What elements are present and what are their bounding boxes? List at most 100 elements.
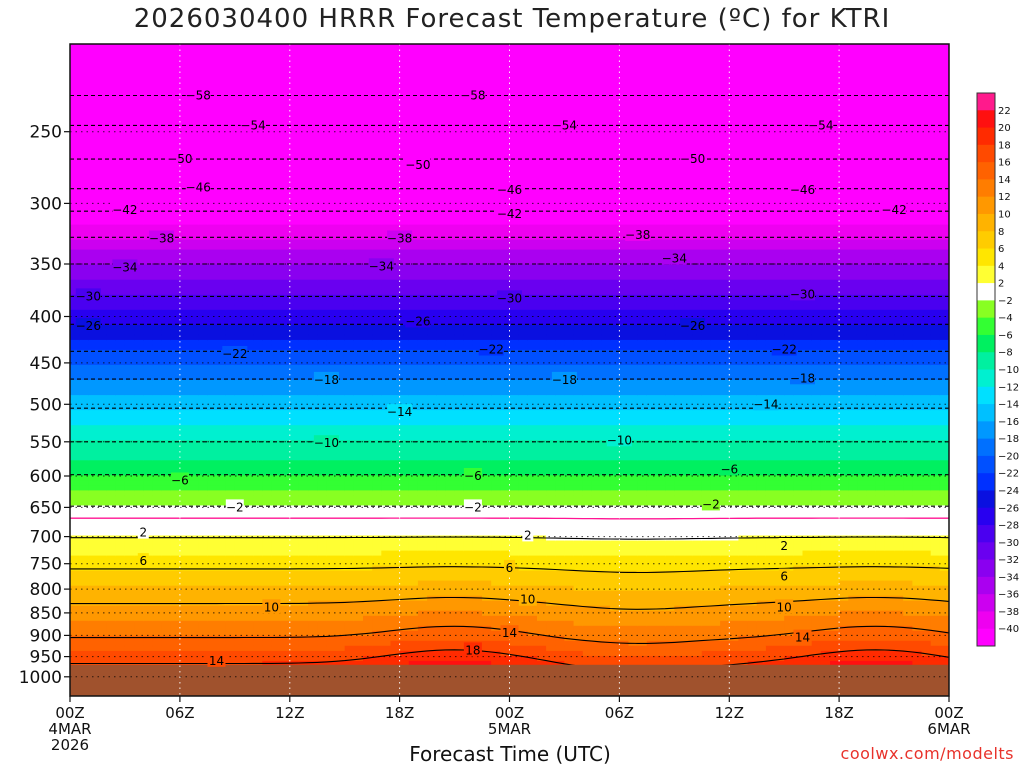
heatmap-cell [106, 575, 117, 582]
heatmap-cell [317, 420, 328, 426]
heatmap-cell [115, 229, 126, 236]
heatmap-cell [198, 475, 209, 482]
heatmap-cell [189, 329, 199, 336]
heatmap-cell [399, 390, 410, 396]
heatmap-cell [106, 420, 117, 426]
heatmap-cell [271, 535, 282, 542]
heatmap-cell [390, 500, 401, 507]
heatmap-cell [317, 304, 328, 311]
heatmap-cell [225, 219, 236, 226]
heatmap-cell [298, 425, 309, 431]
heatmap-cell [134, 349, 145, 356]
heatmap-cell [106, 229, 117, 236]
heatmap-cell [308, 550, 319, 557]
heatmap-cell [170, 570, 181, 577]
heatmap-cell [152, 139, 163, 146]
heatmap-cell [143, 144, 154, 151]
heatmap-cell [225, 430, 236, 436]
heatmap-cell [298, 149, 309, 156]
heatmap-cell [335, 284, 346, 291]
heatmap-cell [253, 344, 264, 351]
heatmap-cell [308, 605, 319, 612]
heatmap-cell [143, 355, 154, 361]
heatmap-cell [344, 274, 355, 281]
heatmap-cell [372, 309, 383, 316]
heatmap-cell [70, 500, 80, 507]
heatmap-cell [271, 375, 282, 381]
heatmap-cell [216, 585, 227, 592]
heatmap-cell [115, 329, 126, 336]
heatmap-cell [353, 324, 364, 331]
heatmap-cell [143, 480, 154, 487]
heatmap-cell [189, 485, 199, 492]
heatmap-cell [335, 344, 346, 351]
heatmap-cell [326, 179, 337, 186]
heatmap-cell [88, 580, 99, 587]
heatmap-cell [298, 500, 309, 507]
heatmap-cell [207, 69, 218, 75]
heatmap-cell [244, 465, 254, 472]
heatmap-cell [134, 304, 145, 311]
heatmap-cell [344, 59, 355, 65]
heatmap-cell [106, 530, 117, 537]
heatmap-cell [234, 239, 245, 246]
heatmap-cell [216, 274, 227, 281]
heatmap-cell [390, 550, 401, 557]
heatmap-cell [344, 344, 355, 351]
heatmap-cell [262, 294, 273, 301]
heatmap-cell [170, 455, 181, 462]
heatmap-cell [70, 234, 80, 241]
heatmap-cell [417, 289, 428, 296]
heatmap-cell [399, 199, 410, 206]
heatmap-cell [335, 214, 346, 221]
heatmap-cell [225, 84, 236, 90]
heatmap-cell [344, 304, 355, 311]
heatmap-cell [134, 339, 145, 346]
heatmap-cell [289, 380, 300, 386]
heatmap-cell [372, 94, 383, 100]
heatmap-cell [189, 520, 199, 527]
heatmap-cell [115, 184, 126, 191]
heatmap-cell [216, 455, 227, 462]
heatmap-cell [70, 445, 80, 451]
heatmap-cell [262, 390, 273, 396]
heatmap-cell [207, 244, 218, 251]
heatmap-cell [253, 294, 264, 301]
heatmap-cell [253, 640, 264, 647]
heatmap-cell [344, 455, 355, 462]
heatmap-cell [390, 149, 401, 156]
heatmap-cell [408, 520, 419, 527]
heatmap-cell [170, 395, 181, 401]
heatmap-cell [179, 134, 190, 141]
heatmap-cell [152, 274, 163, 281]
heatmap-cell [179, 284, 190, 291]
heatmap-cell [271, 269, 282, 276]
heatmap-cell [335, 204, 346, 211]
heatmap-cell [134, 254, 145, 261]
heatmap-cell [326, 324, 337, 331]
heatmap-cell [344, 209, 355, 216]
heatmap-cell [280, 139, 291, 146]
heatmap-cell [179, 375, 190, 381]
heatmap-cell [198, 284, 209, 291]
heatmap-cell [225, 520, 236, 527]
heatmap-cell [170, 299, 181, 306]
heatmap-cell [225, 149, 236, 156]
heatmap-cell [289, 299, 300, 306]
heatmap-cell [289, 204, 300, 211]
heatmap-cell [79, 480, 90, 487]
heatmap-cell [280, 204, 291, 211]
heatmap-cell [106, 510, 117, 517]
heatmap-cell [189, 264, 199, 271]
heatmap-cell [253, 525, 264, 532]
heatmap-cell [207, 259, 218, 266]
heatmap-cell [253, 329, 264, 336]
heatmap-cell [88, 269, 99, 276]
heatmap-cell [134, 595, 145, 602]
heatmap-cell [244, 590, 254, 597]
heatmap-cell [298, 480, 309, 487]
heatmap-cell [353, 535, 364, 542]
heatmap-cell [244, 329, 254, 336]
heatmap-cell [225, 400, 236, 406]
heatmap-cell [317, 244, 328, 251]
